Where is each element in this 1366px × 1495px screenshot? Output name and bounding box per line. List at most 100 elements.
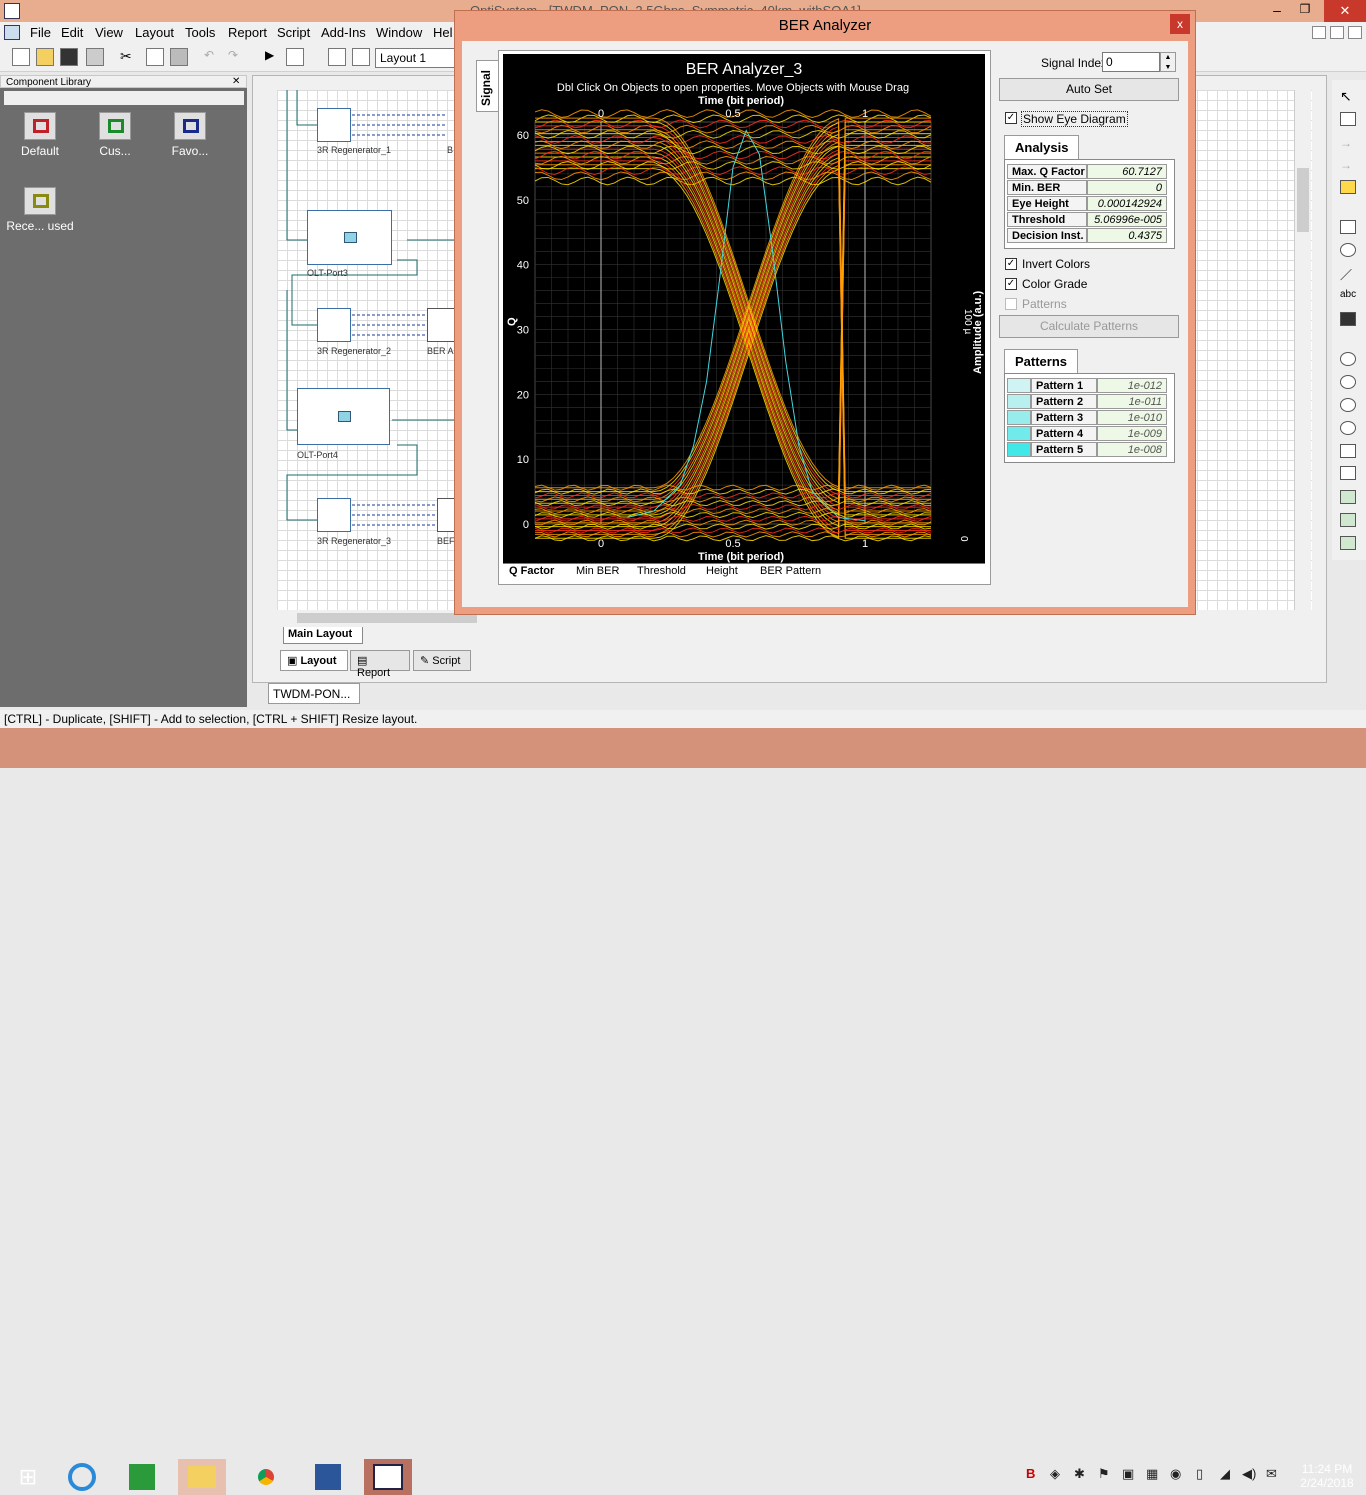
folder-custom[interactable]: Cus... <box>80 112 150 158</box>
folder-recently-used[interactable]: Rece... used <box>5 187 75 233</box>
signal-index-spinner[interactable]: ▲ ▼ <box>1160 52 1176 72</box>
folder-default[interactable]: Default <box>5 112 75 158</box>
tray-lock-icon[interactable]: ▣ <box>1122 1466 1135 1481</box>
olt-port4[interactable] <box>297 388 390 445</box>
tab-report[interactable]: ▤ Report <box>350 650 410 679</box>
scroll-thumb[interactable] <box>297 613 477 623</box>
chrome-icon[interactable] <box>242 1459 290 1495</box>
menu-edit[interactable]: Edit <box>61 25 84 40</box>
distribute-v-icon[interactable] <box>1340 513 1356 527</box>
copy-icon[interactable] <box>146 48 164 66</box>
rectangle-icon[interactable] <box>1340 220 1356 234</box>
image-icon[interactable] <box>1340 312 1356 326</box>
olt-port3[interactable] <box>307 210 392 265</box>
tab-signal[interactable]: Signal <box>476 60 498 112</box>
menu-help[interactable]: Hel <box>433 25 453 40</box>
menu-script[interactable]: Script <box>277 25 311 40</box>
tab-patterns[interactable]: Patterns <box>1004 349 1079 373</box>
panel-close-icon[interactable]: ✕ <box>232 76 241 87</box>
redo-icon[interactable]: ↷ <box>228 48 239 62</box>
ber-analyzer-2[interactable] <box>427 308 455 342</box>
regenerator-3[interactable] <box>317 498 351 532</box>
ie-icon[interactable] <box>58 1459 106 1495</box>
component-library-search[interactable] <box>4 91 244 105</box>
battery-icon[interactable]: ▯ <box>1196 1466 1204 1481</box>
paste-icon[interactable] <box>170 48 188 66</box>
ber-analyzer-3[interactable] <box>437 498 455 532</box>
tab-ber-pattern[interactable]: BER Pattern <box>760 565 822 577</box>
add-layout-icon[interactable] <box>328 48 346 66</box>
auto-set-button[interactable]: Auto Set <box>999 78 1179 101</box>
minimize-icon[interactable]: – <box>1273 2 1281 18</box>
print-icon[interactable] <box>86 48 104 66</box>
remove-layout-icon[interactable] <box>352 48 370 66</box>
menu-layout[interactable]: Layout <box>135 25 175 40</box>
table-row[interactable]: Pattern 3 1e-010 <box>1007 410 1167 426</box>
stop-icon[interactable] <box>286 48 304 66</box>
notifications-icon[interactable]: ✉ <box>1266 1466 1277 1481</box>
tab-height[interactable]: Height <box>706 565 738 577</box>
table-row[interactable]: Pattern 4 1e-009 <box>1007 426 1167 442</box>
explorer-icon[interactable] <box>178 1459 226 1495</box>
tray-b-icon[interactable]: B <box>1026 1466 1036 1481</box>
tray-app-icon[interactable]: ▦ <box>1146 1466 1159 1481</box>
show-eye-diagram-checkbox[interactable]: ✓ <box>1005 112 1017 124</box>
folder-favorites[interactable]: Favo... <box>155 112 225 158</box>
connect-icon[interactable] <box>1340 180 1356 194</box>
text-icon[interactable]: abc <box>1340 289 1357 300</box>
start-windows-icon[interactable]: ⊞ <box>18 1464 38 1489</box>
table-row[interactable]: Pattern 2 1e-011 <box>1007 394 1167 410</box>
ellipse-icon[interactable] <box>1340 243 1356 257</box>
open-folder-icon[interactable] <box>36 48 54 66</box>
table-row[interactable]: Pattern 1 1e-012 <box>1007 378 1167 394</box>
flag-icon[interactable]: ⚑ <box>1098 1466 1110 1481</box>
nvidia-icon[interactable]: ◉ <box>1170 1466 1182 1481</box>
tab-layout[interactable]: ▣ Layout <box>280 650 348 671</box>
align-center-icon[interactable] <box>1340 466 1356 480</box>
arrow-right-icon[interactable]: → <box>1340 136 1352 150</box>
tab-threshold[interactable]: Threshold <box>637 565 686 577</box>
word-icon[interactable] <box>304 1459 352 1495</box>
dialog-close-button[interactable]: x <box>1170 14 1190 34</box>
document-tab[interactable]: TWDM-PON... <box>268 683 360 704</box>
mdi-restore-icon[interactable] <box>1330 26 1344 39</box>
line-icon[interactable]: ／ <box>1340 268 1353 282</box>
mdi-close-icon[interactable] <box>1348 26 1362 39</box>
wifi-icon[interactable]: ◢ <box>1220 1466 1230 1481</box>
calculate-patterns-button[interactable]: Calculate Patterns <box>999 315 1179 338</box>
distribute-icon[interactable] <box>1340 490 1356 504</box>
menu-file[interactable]: File <box>30 25 51 40</box>
align-icon[interactable] <box>1340 444 1356 458</box>
eye-diagram-plot[interactable]: 0 0.5 1 0 0.5 1 0 10 20 30 40 50 60 BER Analyzer_3… <box>503 54 985 566</box>
save-icon[interactable] <box>60 48 78 66</box>
tab-main-layout[interactable]: Main Layout <box>283 627 363 644</box>
tab-q-factor[interactable]: Q Factor <box>509 565 555 577</box>
color-grade-checkbox[interactable]: ✓ <box>1005 278 1017 290</box>
new-file-icon[interactable] <box>12 48 30 66</box>
menu-window[interactable]: Window <box>376 25 423 40</box>
menu-report[interactable]: Report <box>228 25 268 40</box>
cut-icon[interactable]: ✂ <box>120 48 132 64</box>
menu-view[interactable]: View <box>95 25 123 40</box>
menu-addins[interactable]: Add-Ins <box>321 25 366 40</box>
run-icon[interactable]: ▶ <box>265 48 275 62</box>
store-icon[interactable] <box>118 1459 166 1495</box>
distribute-h-icon[interactable] <box>1340 536 1356 550</box>
regenerator-1[interactable] <box>317 108 351 142</box>
undo-icon[interactable]: ↶ <box>204 48 215 62</box>
regenerator-2[interactable] <box>317 308 351 342</box>
clock[interactable]: 11:24 PM 2/24/2018 <box>1292 1462 1362 1490</box>
vertical-scrollbar[interactable] <box>1294 90 1311 610</box>
zoom-area-icon[interactable] <box>1340 421 1356 435</box>
scroll-thumb[interactable] <box>1297 168 1309 232</box>
zoom-out-icon[interactable] <box>1340 375 1356 389</box>
close-icon[interactable]: ✕ <box>1324 0 1366 22</box>
tab-min-ber[interactable]: Min BER <box>576 565 620 577</box>
patterns-checkbox[interactable] <box>1005 298 1017 310</box>
optisystem-icon[interactable] <box>364 1459 412 1495</box>
zoom-in-icon[interactable] <box>1340 352 1356 366</box>
volume-icon[interactable]: ◀) <box>1242 1466 1257 1481</box>
bluetooth-icon[interactable]: ✱ <box>1074 1466 1085 1481</box>
layout-select[interactable]: Layout 1 <box>375 48 455 68</box>
pointer-icon[interactable]: ↖ <box>1340 88 1352 104</box>
